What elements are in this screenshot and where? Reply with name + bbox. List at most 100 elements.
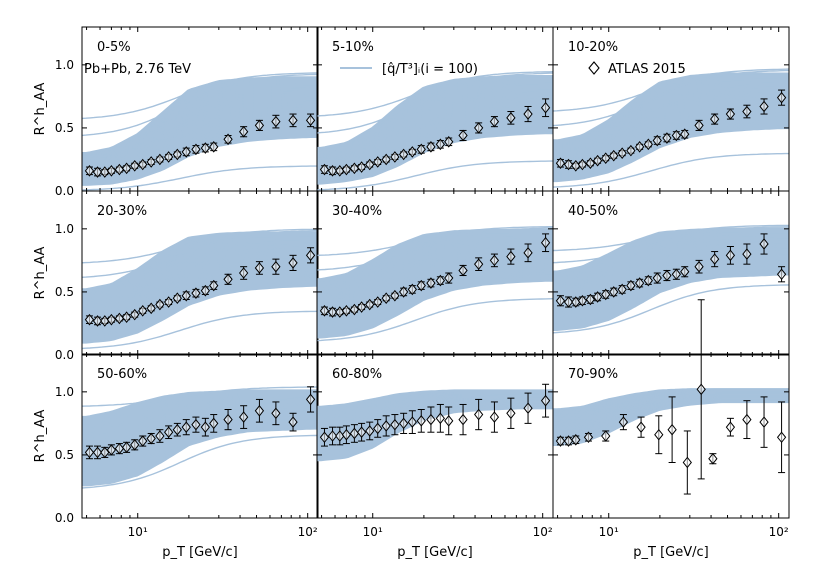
data-point	[106, 444, 117, 456]
data-point	[349, 303, 360, 316]
data-point	[356, 161, 367, 173]
data-point	[200, 284, 211, 297]
data-point	[365, 158, 375, 171]
model-curve	[553, 233, 789, 280]
panel-frame	[552, 353, 790, 519]
model-curve-outlier	[317, 72, 553, 134]
model-curve	[317, 243, 553, 298]
atlas-points	[84, 247, 316, 327]
centrality-label: 10-20%	[568, 40, 618, 55]
data-point	[356, 426, 367, 439]
data-point	[444, 415, 454, 427]
data-point	[239, 411, 249, 423]
data-point	[381, 292, 391, 305]
data-point	[407, 416, 417, 428]
band-curves	[82, 386, 318, 489]
model-curve	[317, 273, 553, 332]
model-curve	[82, 250, 318, 310]
centrality-label: 5-10%	[332, 40, 374, 55]
data-point	[172, 148, 182, 161]
band-curves	[553, 68, 789, 188]
data-point	[341, 305, 352, 317]
model-curve	[82, 245, 318, 305]
panel-40-50%: 40-50%	[552, 190, 790, 356]
data-point	[617, 283, 627, 296]
data-point	[577, 158, 588, 171]
x-tick-label: 10¹	[363, 525, 383, 539]
model-curve	[82, 249, 318, 309]
model-curve-outlier	[82, 434, 318, 489]
panel-frame	[552, 190, 790, 356]
data-point	[555, 294, 566, 307]
model-curve	[82, 274, 318, 334]
data-point	[146, 156, 156, 168]
model-curve	[82, 252, 318, 312]
data-point	[601, 430, 611, 442]
atlas-points	[555, 299, 787, 495]
model-curve	[82, 279, 318, 339]
data-point	[146, 432, 156, 445]
data-point	[398, 286, 409, 298]
x-tick-label: 10¹	[128, 525, 148, 539]
data-point	[759, 238, 769, 250]
panel-70-90%: 10¹ 10² p_T [GeV/c] 70-90%	[552, 299, 790, 560]
atlas-points	[319, 233, 551, 318]
data-point	[458, 413, 468, 426]
data-point	[680, 265, 690, 278]
data-point	[106, 165, 117, 177]
data-point	[349, 162, 360, 175]
data-point	[390, 289, 400, 302]
model-curve-outlier	[553, 69, 789, 127]
data-point	[130, 308, 140, 321]
data-point	[200, 142, 211, 154]
model-curve-outlier	[317, 160, 553, 191]
data-point	[223, 413, 233, 426]
data-point	[373, 156, 383, 168]
x-tick-label: 10²	[769, 525, 789, 539]
model-curve	[317, 230, 553, 282]
model-curve	[317, 267, 553, 325]
model-curve	[82, 76, 318, 155]
model-curve	[317, 389, 553, 409]
data-point	[618, 416, 629, 428]
data-point	[155, 153, 165, 166]
data-point	[601, 152, 611, 165]
model-curve	[317, 75, 553, 150]
y-tick-label: 0.0	[55, 511, 74, 525]
atlas-points	[555, 89, 787, 172]
data-point	[416, 143, 426, 156]
data-point	[444, 135, 454, 148]
model-curve-outlier	[82, 310, 318, 350]
model-curve	[82, 258, 318, 318]
model-curve	[82, 389, 318, 419]
data-point	[540, 394, 551, 407]
panel-5-10%: 5-10%	[316, 26, 554, 192]
model-curve	[82, 246, 318, 307]
data-point	[407, 146, 417, 158]
data-point	[349, 427, 360, 440]
data-point	[710, 253, 720, 265]
data-point	[114, 442, 125, 455]
centrality-label: 50-60%	[97, 367, 147, 382]
data-point	[725, 421, 736, 433]
model-curve	[82, 254, 318, 314]
data-point	[776, 91, 787, 104]
y-tick-label: 0.5	[55, 285, 74, 299]
model-curve-outlier	[82, 72, 318, 120]
data-point	[138, 305, 148, 317]
data-point	[523, 247, 533, 259]
panel-50-60%: 0.0 0.5 1.0 10¹ 10² p_T [GeV/c] R^h_AA 50-60%	[33, 353, 319, 560]
data-point	[426, 413, 436, 426]
panel-30-40%: 30-40%	[316, 190, 554, 356]
data-point	[381, 420, 391, 432]
model-curve-outlier	[82, 230, 318, 278]
y-axis-title: R^h_AA	[33, 82, 48, 135]
data-point	[506, 112, 516, 124]
data-point	[654, 428, 664, 441]
data-point	[523, 402, 533, 415]
data-point	[305, 114, 316, 127]
model-curve	[82, 276, 318, 336]
model-curve	[317, 274, 553, 333]
data-point	[305, 249, 316, 262]
